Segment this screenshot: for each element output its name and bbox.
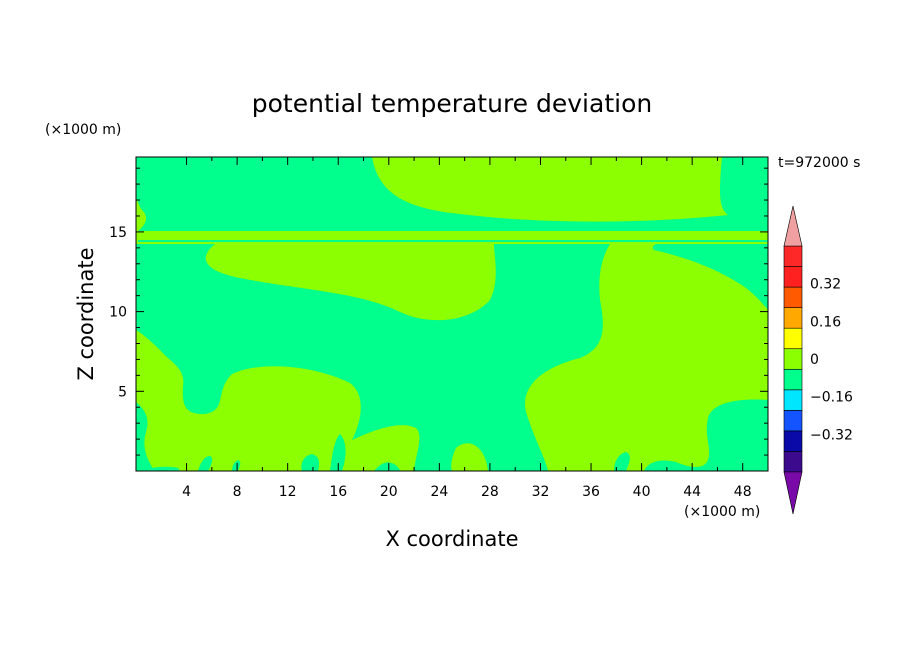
thin-layer-green bbox=[138, 236, 768, 240]
colorbar-tick-label: 0.16 bbox=[810, 314, 841, 330]
time-label: t=972000 s bbox=[778, 155, 860, 171]
y-tick-labels: 5 10 15 bbox=[109, 225, 127, 400]
colorbar-segment bbox=[783, 266, 803, 288]
x-axis-unit: (×1000 m) bbox=[684, 504, 760, 520]
colorbar-over-arrow bbox=[783, 205, 803, 247]
x-axis-label: X coordinate bbox=[385, 527, 518, 551]
colorbar-segment bbox=[783, 307, 803, 329]
colorbar-segment bbox=[783, 348, 803, 370]
colorbar-segment bbox=[783, 410, 803, 432]
y-ticks-right bbox=[760, 167, 768, 456]
colorbar-under-arrow bbox=[783, 471, 803, 515]
colorbar-tick-label: −0.32 bbox=[810, 427, 853, 443]
colorbar-segment bbox=[783, 368, 803, 391]
y-tick-label: 5 bbox=[118, 384, 127, 400]
y-tick-label: 10 bbox=[109, 305, 127, 321]
colorbar-segment bbox=[783, 389, 803, 411]
x-tick-label: 36 bbox=[582, 484, 600, 500]
x-ticks-top bbox=[186, 157, 744, 165]
y-ticks-left bbox=[136, 167, 144, 456]
colorbar-tick-label: −0.16 bbox=[810, 390, 853, 406]
x-tick-label: 44 bbox=[683, 484, 701, 500]
x-tick-label: 40 bbox=[633, 484, 651, 500]
chart-title: potential temperature deviation bbox=[252, 89, 652, 118]
x-tick-label: 4 bbox=[182, 484, 191, 500]
x-tick-label: 32 bbox=[532, 484, 550, 500]
y-axis-unit: (×1000 m) bbox=[45, 122, 121, 138]
x-tick-label: 8 bbox=[233, 484, 242, 500]
thin-layer-cyan bbox=[138, 240, 768, 242]
colorbar-labels: 0.32 0.16 0 −0.16 −0.32 bbox=[810, 277, 853, 444]
x-tick-label: 20 bbox=[380, 484, 398, 500]
colorbar-segment bbox=[783, 451, 803, 473]
x-tick-label: 24 bbox=[430, 484, 448, 500]
colorbar-segment bbox=[783, 430, 803, 452]
field-negative-region bbox=[136, 157, 768, 471]
x-tick-label: 16 bbox=[329, 484, 347, 500]
plot-frame bbox=[135, 156, 769, 472]
y-tick-label: 15 bbox=[109, 225, 127, 241]
x-tick-label: 48 bbox=[734, 484, 752, 500]
colorbar-segment bbox=[783, 327, 803, 350]
x-ticks-bottom bbox=[186, 463, 744, 471]
colorbar-segment bbox=[783, 286, 803, 308]
colorbar-segment bbox=[783, 245, 803, 267]
x-tick-labels: 4 8 12 16 20 24 28 32 36 40 44 48 bbox=[182, 484, 752, 500]
y-axis-label: Z coordinate bbox=[74, 247, 98, 380]
colorbar bbox=[783, 205, 803, 515]
colorbar-tick-label: 0.32 bbox=[810, 277, 841, 293]
x-tick-label: 28 bbox=[481, 484, 499, 500]
colorbar-tick-label: 0 bbox=[810, 352, 819, 368]
x-tick-label: 12 bbox=[279, 484, 297, 500]
plot-area bbox=[136, 157, 768, 471]
